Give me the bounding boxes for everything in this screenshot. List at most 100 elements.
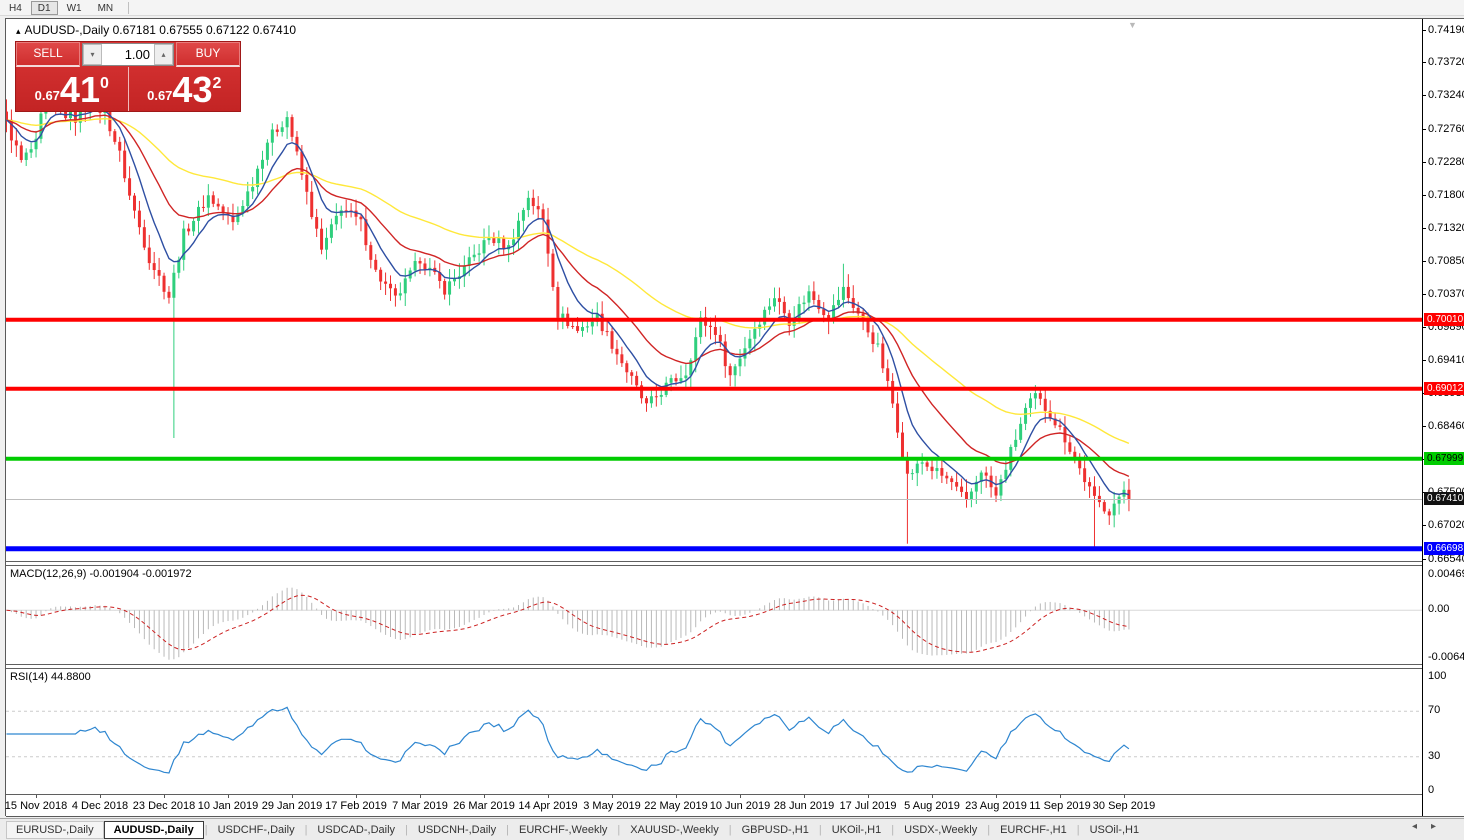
- rsi-axis-label: 100: [1428, 670, 1447, 682]
- date-tick-label: 7 Mar 2019: [392, 800, 448, 812]
- tab-usdchf--daily[interactable]: USDCHF-,Daily: [217, 823, 295, 836]
- buy-button[interactable]: BUY: [176, 42, 240, 67]
- date-tick-label: 14 Apr 2019: [518, 800, 578, 812]
- price-line-tag: 0.69012: [1424, 381, 1464, 395]
- timeframe-d1-button[interactable]: D1: [30, 0, 58, 15]
- buy-price-display[interactable]: 0.67 43 2: [129, 67, 241, 111]
- price-line-tag: 0.67999: [1424, 451, 1464, 465]
- tab-scroll-arrows[interactable]: ◂▸: [1412, 821, 1450, 832]
- chart-title: ▴ AUDUSD-,Daily 0.67181 0.67555 0.67122 0…: [16, 23, 296, 37]
- tab-eurchf--h1[interactable]: EURCHF-,H1: [1000, 823, 1067, 836]
- date-tick-label: 17 Jul 2019: [839, 800, 897, 812]
- date-tick-label: 5 Aug 2019: [904, 800, 960, 812]
- main-chart-canvas[interactable]: [6, 19, 1422, 561]
- tab-eurchf--weekly[interactable]: EURCHF-,Weekly: [519, 823, 608, 836]
- volume-spinner: ▾ ▴: [82, 43, 174, 66]
- price-tick-label: 0.72280: [1423, 156, 1464, 168]
- date-tick-mark: [164, 795, 165, 798]
- date-tick-label: 26 Mar 2019: [453, 800, 515, 812]
- toolbar-separator: [128, 1, 130, 14]
- rsi-axis-label: 0: [1428, 784, 1435, 796]
- buy-price-point: 2: [212, 75, 222, 92]
- tab-audusd--daily[interactable]: AUDUSD-,Daily: [103, 820, 204, 839]
- tab-usdcnh--daily[interactable]: USDCNH-,Daily: [417, 823, 497, 836]
- panel-separator-rsi[interactable]: [6, 664, 1422, 669]
- rsi-chart-svg: [6, 706, 1422, 774]
- date-tick-mark: [676, 795, 677, 798]
- expand-arrow-icon[interactable]: ▴: [16, 26, 21, 36]
- buy-price-pips: 43: [172, 69, 213, 110]
- price-tick-label: 0.70370: [1423, 288, 1464, 300]
- rsi-panel-canvas[interactable]: RSI(14) 44.8800: [6, 669, 1422, 794]
- tab-separator: |: [304, 823, 308, 836]
- tab-eurusd--daily[interactable]: EURUSD-,Daily: [6, 820, 104, 839]
- date-tick-mark: [612, 795, 613, 798]
- timeframe-w1-button[interactable]: W1: [60, 1, 89, 15]
- date-tick-label: 28 Jun 2019: [773, 800, 835, 812]
- macd-axis-label: 0.00: [1428, 603, 1450, 616]
- tab-xauusd--weekly[interactable]: XAUUSD-,Weekly: [630, 823, 719, 836]
- date-axis[interactable]: 15 Nov 2018 4 Dec 2018 23 Dec 2018 10 Jan 2…: [4, 795, 1422, 816]
- date-tick-label: 17 Feb 2019: [325, 800, 387, 812]
- date-tick-mark: [292, 795, 293, 798]
- tab-usoil--h1[interactable]: USOil-,H1: [1089, 823, 1140, 836]
- date-tick-mark: [100, 795, 101, 798]
- volume-decrease-button[interactable]: ▾: [83, 44, 102, 65]
- macd-histogram-layer: [10, 587, 1130, 660]
- date-tick-mark: [932, 795, 933, 798]
- date-tick-mark: [740, 795, 741, 798]
- tab-separator: |: [506, 823, 509, 836]
- sell-price-prefix: 0.67: [34, 88, 60, 103]
- date-tick-mark: [868, 795, 869, 798]
- tab-scroll-right-icon[interactable]: ▸: [1430, 821, 1450, 832]
- volume-increase-button[interactable]: ▴: [154, 44, 173, 65]
- sell-button[interactable]: SELL: [16, 42, 80, 67]
- date-tick-mark: [804, 795, 805, 798]
- timeframe-toolbar: H4 D1 W1 MN: [0, 0, 1464, 16]
- tab-usdx--weekly[interactable]: USDX-,Weekly: [904, 823, 978, 836]
- chart-tab-bar: EURUSD-,Daily AUDUSD-,Daily | USDCHF-,Daily…: [0, 818, 1464, 840]
- macd-signal-line: [6, 594, 1129, 653]
- timeframe-h4-button[interactable]: H4: [2, 1, 29, 15]
- date-tick-mark: [1124, 795, 1125, 798]
- tab-scroll-left-icon[interactable]: ◂: [1411, 821, 1431, 832]
- price-tick-label: 0.73240: [1423, 89, 1464, 101]
- macd-indicator-label: MACD(12,26,9) -0.001904 -0.001972: [10, 568, 192, 580]
- horizontal-lines-layer: [6, 317, 1422, 552]
- macd-panel-canvas[interactable]: MACD(12,26,9) -0.001904 -0.001972: [6, 566, 1422, 664]
- volume-input[interactable]: [102, 44, 154, 65]
- chart-shift-marker-icon[interactable]: ▼: [1128, 20, 1137, 30]
- sell-price-display[interactable]: 0.67 41 0: [16, 67, 129, 111]
- date-tick-label: 30 Sep 2019: [1092, 800, 1156, 812]
- tab-separator: |: [1076, 823, 1080, 836]
- price-tick-label: 0.71320: [1423, 222, 1464, 234]
- tab-separator: |: [987, 823, 991, 836]
- moving-averages-layer: [6, 109, 1130, 496]
- timeframe-mn-button[interactable]: MN: [91, 1, 121, 15]
- tab-ukoil--h1[interactable]: UKOil-,H1: [831, 823, 882, 836]
- price-tick-label: 0.67020: [1423, 519, 1464, 531]
- tab-gbpusd--h1[interactable]: GBPUSD-,H1: [741, 823, 809, 836]
- price-tick-label: 0.73720: [1423, 56, 1464, 68]
- date-tick-label: 10 Jan 2019: [197, 800, 259, 812]
- price-line-tag: 0.67410: [1424, 492, 1464, 506]
- date-tick-mark: [420, 795, 421, 798]
- chart-window: ▴ AUDUSD-,Daily 0.67181 0.67555 0.67122 0…: [4, 18, 1464, 817]
- tab-usdcad--daily[interactable]: USDCAD-,Daily: [317, 823, 396, 836]
- date-tick-mark: [356, 795, 357, 798]
- chart-ohlc-values: 0.67181 0.67555 0.67122 0.67410: [112, 23, 297, 37]
- price-tick-label: 0.72760: [1423, 123, 1464, 135]
- tab-separator: |: [728, 823, 732, 836]
- date-tick-label: 15 Nov 2018: [4, 800, 68, 812]
- rsi-line: [6, 706, 1130, 774]
- macd-axis-label: 0.004696: [1428, 568, 1464, 581]
- panel-separator-macd[interactable]: [6, 561, 1422, 566]
- date-axis-separator: [6, 794, 1422, 795]
- macd-axis-label: -0.006427: [1428, 651, 1464, 664]
- chart-symbol-period: AUDUSD-,Daily: [24, 23, 110, 37]
- price-axis[interactable]: 0.74190 0.73720 0.73240 0.72760 0.72280 0.718…: [1422, 19, 1464, 816]
- macd-chart-svg: [6, 587, 1422, 660]
- date-tick-label: 22 May 2019: [644, 800, 708, 812]
- rsi-axis-label: 70: [1428, 704, 1441, 717]
